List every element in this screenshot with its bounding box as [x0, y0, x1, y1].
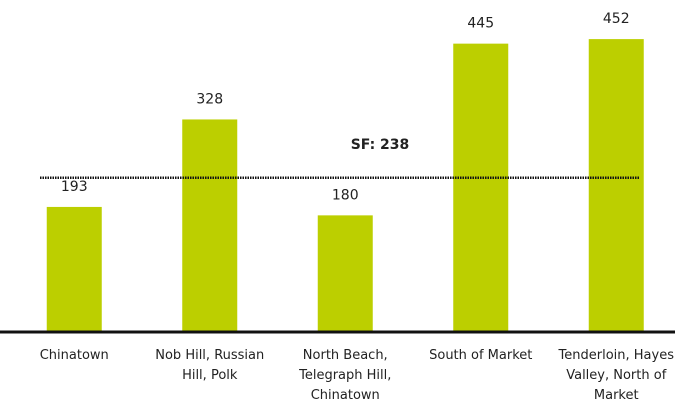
x-tick-label: Chinatown — [39, 348, 109, 363]
value-label: 193 — [61, 179, 88, 195]
value-label: 180 — [332, 187, 359, 203]
bar — [182, 119, 238, 333]
x-tick-label: Tenderloin, Hayes Valley, North of Marke… — [558, 348, 674, 403]
x-tick-label: South of Market — [429, 348, 533, 363]
bar — [453, 43, 509, 332]
value-label: 328 — [196, 91, 223, 107]
x-tick-label: North Beach, Telegraph Hill, Chinatown — [299, 348, 392, 403]
bar — [46, 206, 102, 332]
value-label: 452 — [603, 11, 630, 27]
bar — [588, 39, 644, 332]
x-tick-label: Nob Hill, Russian Hill, Polk — [155, 348, 265, 383]
bar — [317, 215, 373, 332]
value-label: 445 — [467, 16, 494, 32]
reference-label: SF: 238 — [351, 137, 410, 153]
